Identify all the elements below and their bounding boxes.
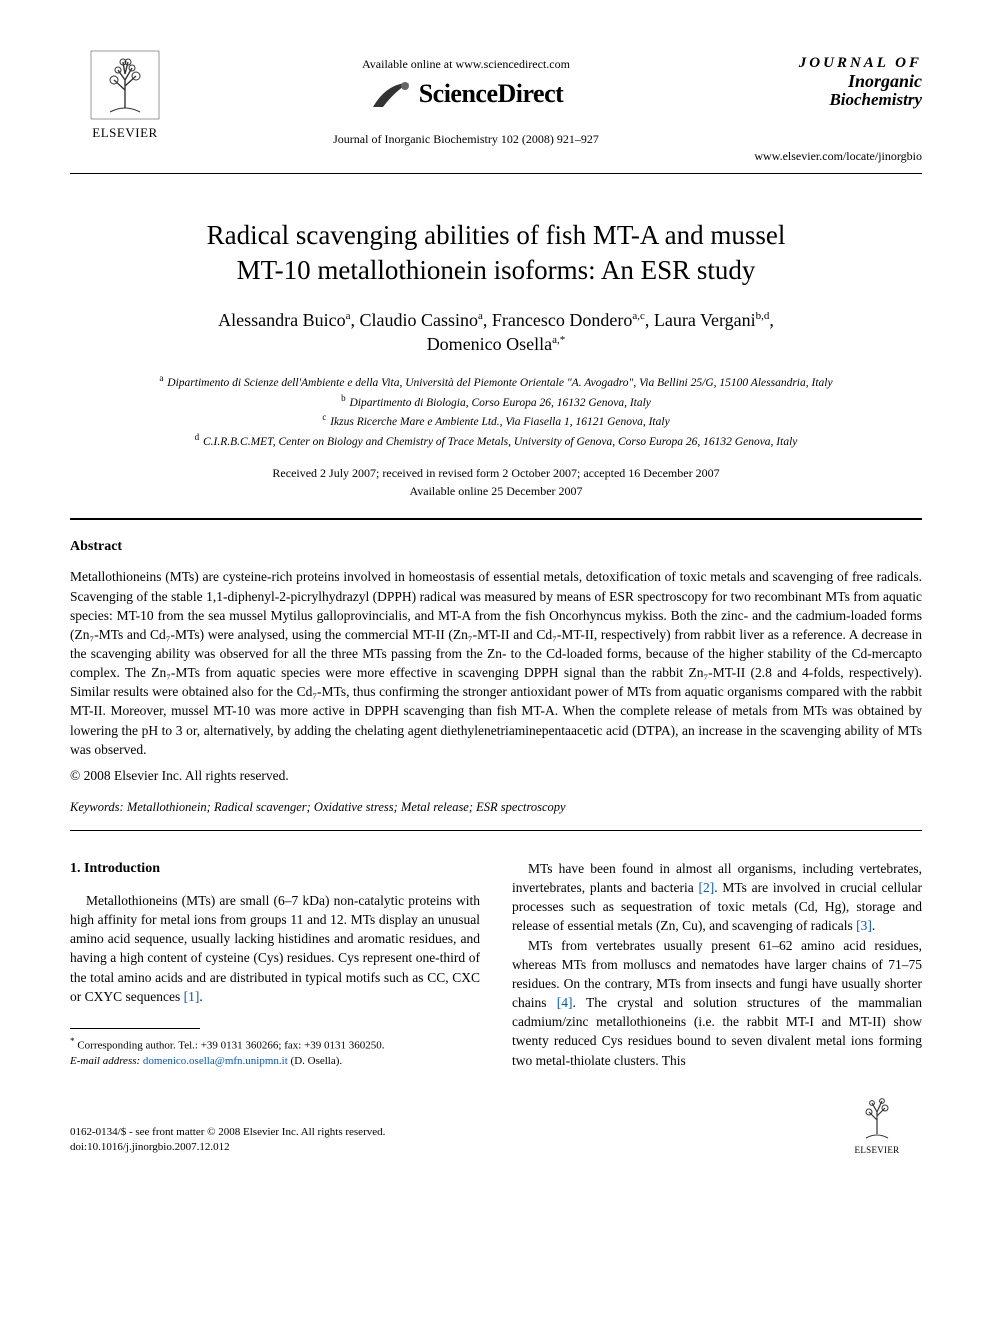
footnote-rule: [70, 1028, 200, 1029]
footnote-corr: * Corresponding author. Tel.: +39 0131 3…: [70, 1035, 480, 1054]
author-2-affil: a: [478, 310, 483, 322]
page-header: ELSEVIER Available online at www.science…: [70, 50, 922, 165]
author-3: Francesco Dondero: [492, 310, 632, 330]
column-left: 1. Introduction Metallothioneins (MTs) a…: [70, 859, 480, 1070]
intro-para-1: Metallothioneins (MTs) are small (6–7 kD…: [70, 891, 480, 1006]
elsevier-logo-block: ELSEVIER: [70, 50, 180, 142]
ref-link-3[interactable]: [3]: [856, 918, 872, 933]
author-4-affil: b,d: [756, 310, 770, 322]
ref-link-1[interactable]: [1]: [184, 989, 200, 1004]
affil-d: d C.I.R.B.C.MET, Center on Biology and C…: [70, 431, 922, 451]
intro-para-3: MTs from vertebrates usually present 61–…: [512, 936, 922, 1070]
ref-link-4[interactable]: [4]: [557, 995, 573, 1010]
abstract-copyright: © 2008 Elsevier Inc. All rights reserved…: [70, 767, 922, 785]
header-center: Available online at www.sciencedirect.co…: [180, 50, 752, 147]
keywords-label: Keywords:: [70, 800, 124, 814]
header-right: JOURNAL OF Inorganic Biochemistry www.el…: [752, 50, 922, 165]
elsevier-small-label: ELSEVIER: [832, 1144, 922, 1156]
locate-url: www.elsevier.com/locate/jinorgbio: [752, 148, 922, 164]
abstract-top-rule: [70, 518, 922, 520]
sciencedirect-swoosh-icon: [369, 77, 413, 111]
article-title: Radical scavenging abilities of fish MT-…: [110, 218, 882, 288]
column-right: MTs have been found in almost all organi…: [512, 859, 922, 1070]
section-heading-intro: 1. Introduction: [70, 859, 480, 879]
elsevier-small-tree-icon: [850, 1088, 904, 1142]
article-dates: Received 2 July 2007; received in revise…: [70, 464, 922, 500]
footnote-email-link[interactable]: domenico.osella@mfn.unipmn.it: [143, 1055, 288, 1067]
intro-para-2: MTs have been found in almost all organi…: [512, 859, 922, 936]
ref-link-2[interactable]: [2]: [698, 880, 714, 895]
journal-logo-line3: Biochemistry: [752, 91, 922, 109]
author-2: Claudio Cassino: [359, 310, 478, 330]
affil-c: c Ikzus Ricerche Mare e Ambiente Ltd., V…: [70, 411, 922, 431]
corresponding-author-footnote: * Corresponding author. Tel.: +39 0131 3…: [70, 1035, 480, 1069]
author-1-affil: a: [346, 310, 351, 322]
elsevier-label: ELSEVIER: [70, 124, 180, 142]
footer-doi-line: doi:10.1016/j.jinorgbio.2007.12.012: [70, 1140, 385, 1155]
affiliations: a Dipartimento di Scienze dell'Ambiente …: [70, 372, 922, 450]
abstract-body: Metallothioneins (MTs) are cysteine-rich…: [70, 567, 922, 759]
journal-logo-line2: Inorganic: [752, 72, 922, 91]
available-online-text: Available online at www.sciencedirect.co…: [180, 56, 752, 72]
author-list: Alessandra Buicoa, Claudio Cassinoa, Fra…: [70, 308, 922, 357]
footnote-email-line: E-mail address: domenico.osella@mfn.unip…: [70, 1054, 480, 1069]
author-5: Domenico Osella: [427, 334, 552, 354]
footer-right: ELSEVIER: [832, 1088, 922, 1156]
journal-reference: Journal of Inorganic Biochemistry 102 (2…: [180, 131, 752, 147]
footnote-email-label: E-mail address:: [70, 1055, 140, 1067]
abstract-bottom-rule: [70, 830, 922, 831]
body-columns: 1. Introduction Metallothioneins (MTs) a…: [70, 859, 922, 1070]
title-line-1: Radical scavenging abilities of fish MT-…: [207, 220, 786, 250]
keywords-line: Keywords: Metallothionein; Radical scave…: [70, 799, 922, 816]
journal-logo: JOURNAL OF Inorganic Biochemistry: [752, 56, 922, 108]
author-1: Alessandra Buico: [218, 310, 345, 330]
journal-logo-line1: JOURNAL OF: [752, 56, 922, 72]
footnote-email-who: (D. Osella).: [291, 1055, 343, 1067]
affil-a: a Dipartimento di Scienze dell'Ambiente …: [70, 372, 922, 392]
author-4: Laura Vergani: [654, 310, 756, 330]
footer-left: 0162-0134/$ - see front matter © 2008 El…: [70, 1125, 385, 1156]
author-3-affil: a,c: [632, 310, 645, 322]
elsevier-tree-icon: [90, 50, 160, 120]
dates-online: Available online 25 December 2007: [70, 482, 922, 500]
page-footer: 0162-0134/$ - see front matter © 2008 El…: [70, 1088, 922, 1156]
title-line-2: MT-10 metallothionein isoforms: An ESR s…: [237, 255, 756, 285]
abstract-heading: Abstract: [70, 538, 922, 557]
footer-issn-line: 0162-0134/$ - see front matter © 2008 El…: [70, 1125, 385, 1140]
header-rule: [70, 173, 922, 174]
dates-received: Received 2 July 2007; received in revise…: [70, 464, 922, 482]
keywords-list: Metallothionein; Radical scavenger; Oxid…: [127, 800, 566, 814]
sciencedirect-logo: ScienceDirect: [369, 76, 564, 111]
sciencedirect-text: ScienceDirect: [419, 76, 564, 111]
author-5-affil: a,*: [552, 334, 565, 346]
affil-b: b Dipartimento di Biologia, Corso Europa…: [70, 392, 922, 412]
